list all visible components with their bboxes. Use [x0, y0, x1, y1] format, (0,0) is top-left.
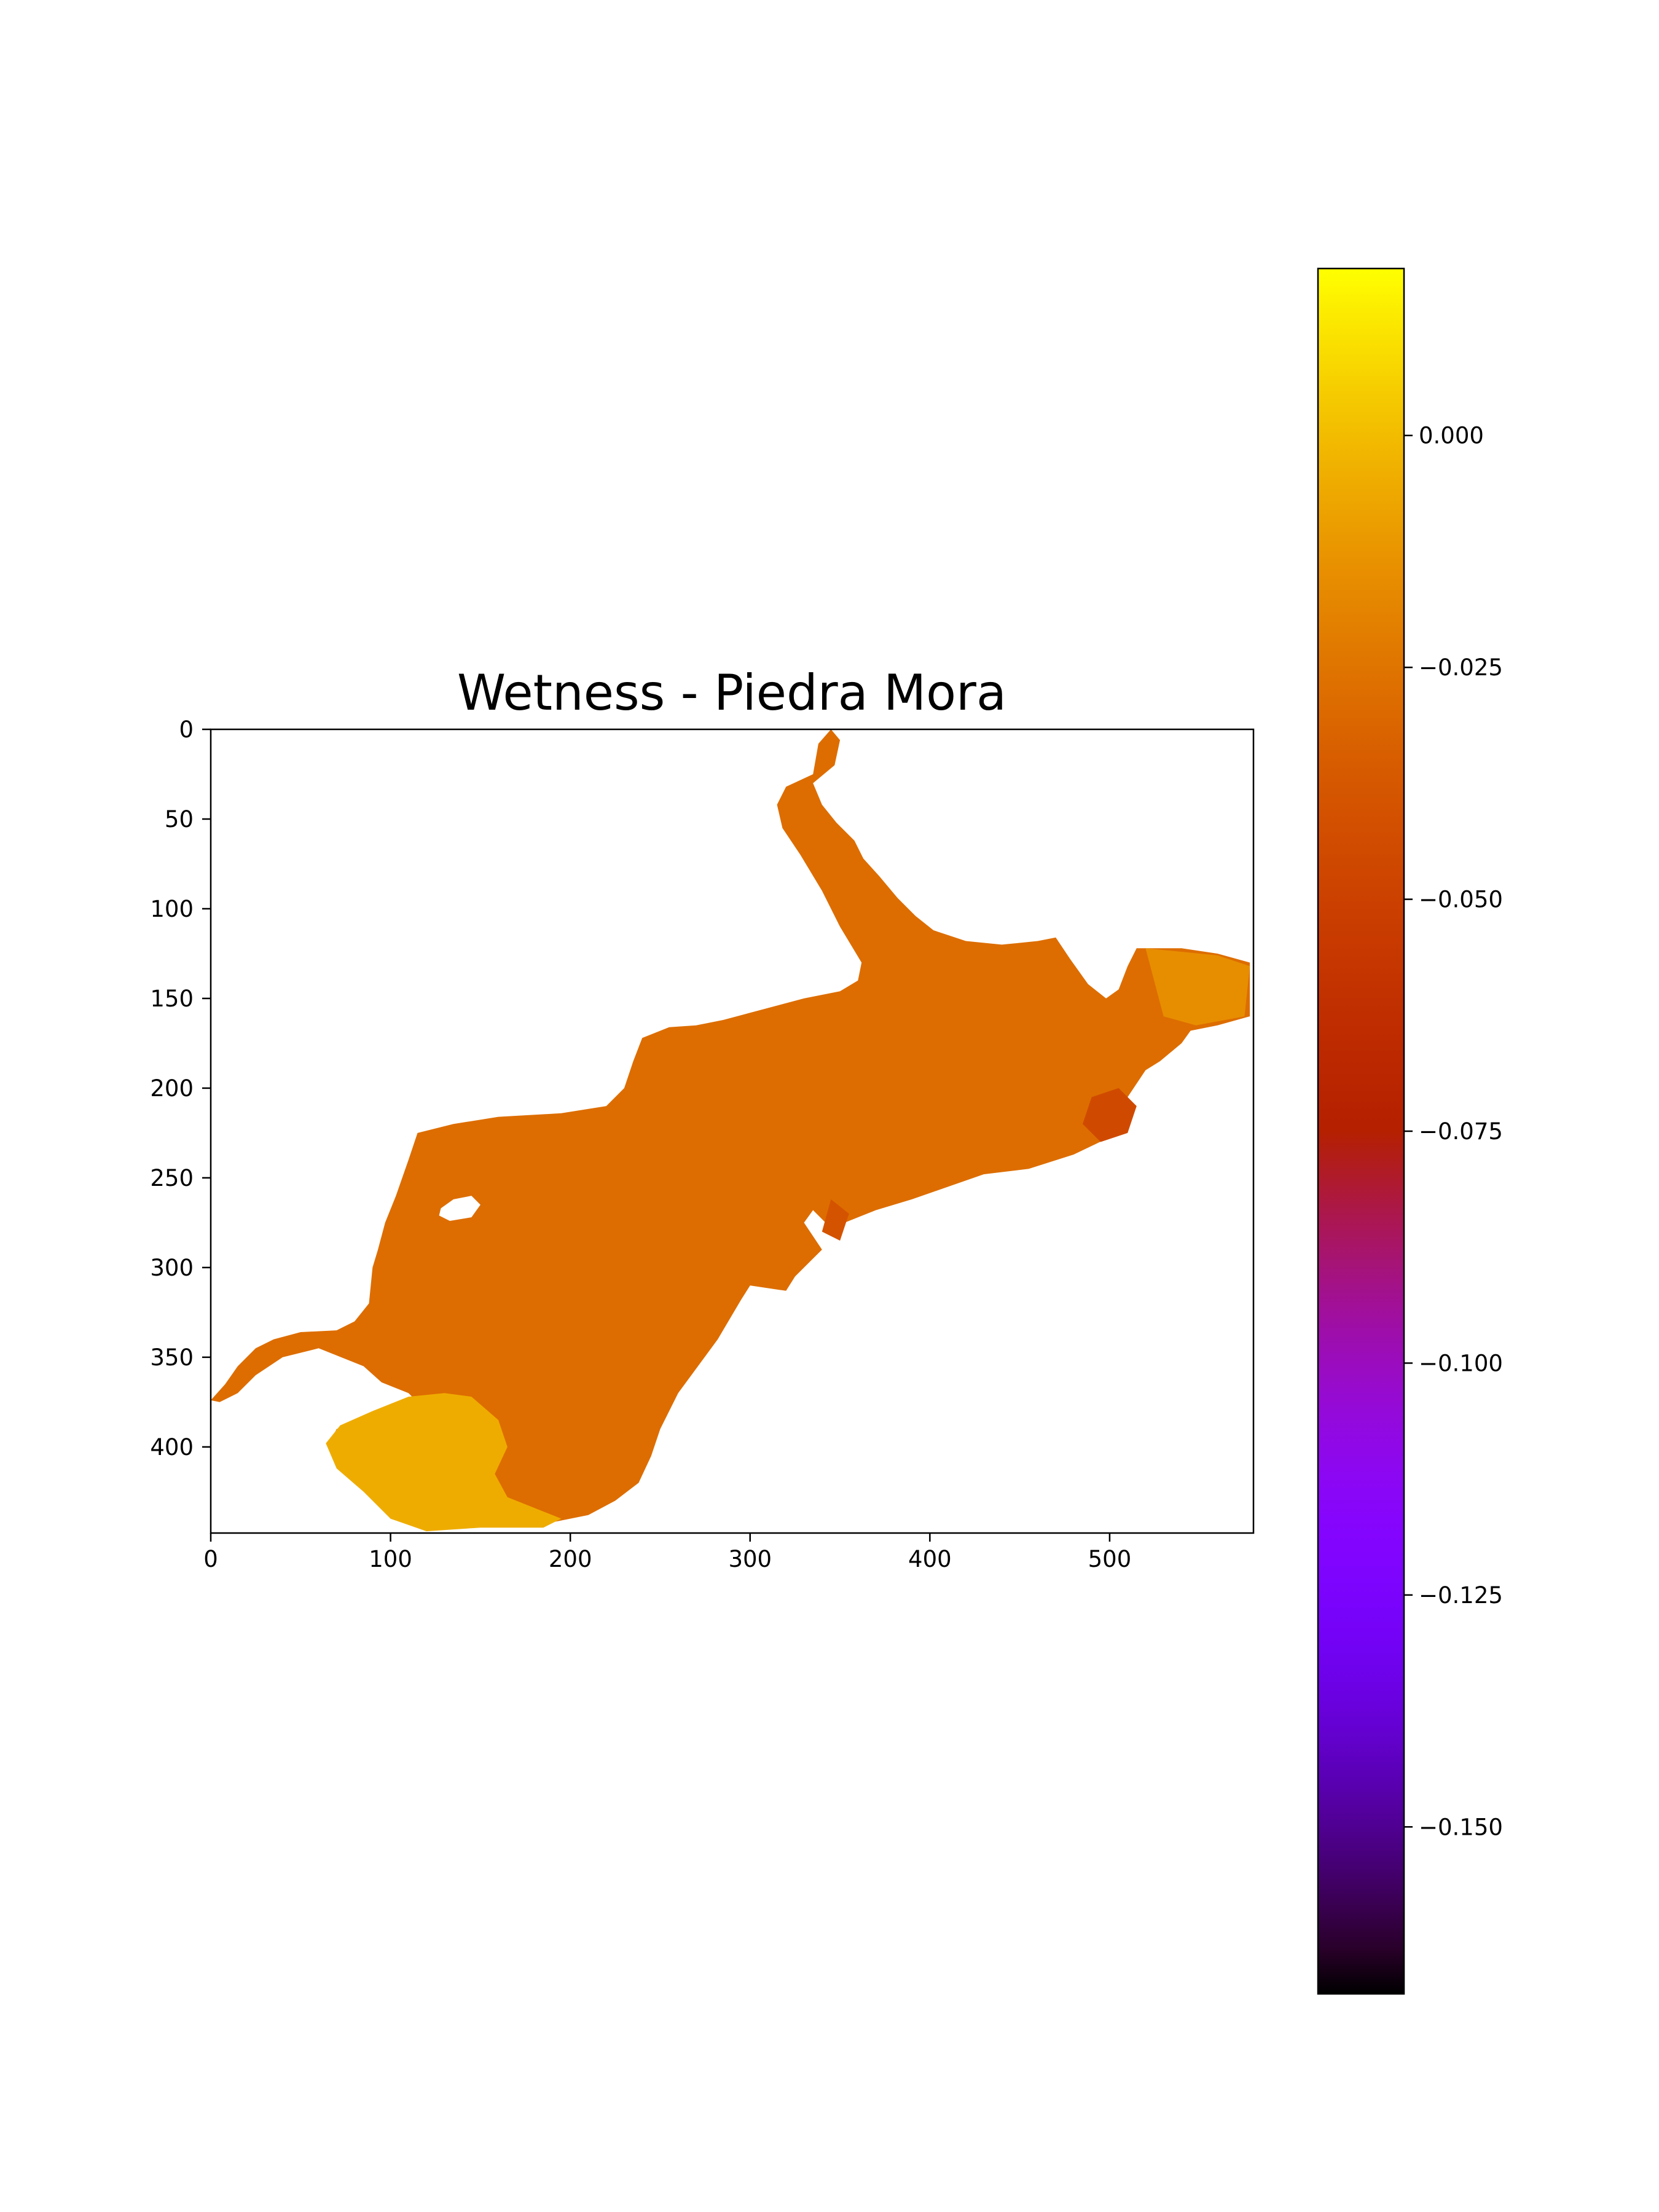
- region-island-hole: [439, 1196, 480, 1221]
- colorbar-gradient-bar: [1318, 269, 1404, 1994]
- region-dark-inlet-south: [822, 1199, 849, 1241]
- x-tick-label: 0: [203, 1546, 218, 1572]
- x-tick-label: 300: [728, 1546, 772, 1572]
- y-tick-label: 400: [150, 1434, 194, 1461]
- y-tick-label: 300: [150, 1255, 194, 1281]
- region-east-arm-light: [1145, 948, 1250, 1026]
- x-tick-label: 200: [549, 1546, 592, 1572]
- chart-title: Wetness - Piedra Mora: [457, 664, 1006, 721]
- colorbar-tick-label: −0.075: [1419, 1118, 1503, 1145]
- colorbar-tick-label: −0.025: [1419, 654, 1503, 681]
- x-tick-label: 400: [908, 1546, 952, 1572]
- region-southern-cove: [326, 1393, 562, 1532]
- colorbar-tick-label: −0.150: [1419, 1814, 1503, 1840]
- colorbar-tick-label: 0.000: [1419, 423, 1484, 449]
- colorbar-tick-label: −0.125: [1419, 1582, 1503, 1609]
- x-tick-label: 500: [1088, 1546, 1132, 1572]
- region-dark-bay-east: [1083, 1088, 1137, 1142]
- y-tick-label: 100: [150, 896, 194, 922]
- colorbar: 0.000 −0.025 −0.050 −0.075 −0.100 −0.125 −0.15…: [1317, 267, 1503, 1995]
- plot-frame: [210, 728, 1255, 1534]
- wetness-raster: [211, 729, 1250, 1532]
- region-lake-main-body: [211, 729, 1250, 1528]
- plot-area: 0 100 200 300 400 500 0 50 100 150 200 250 300 350 40…: [150, 716, 1255, 1572]
- colorbar-tick-label: −0.050: [1419, 887, 1503, 913]
- y-tick-label: 0: [179, 716, 194, 743]
- colorbar-tick-label: −0.100: [1419, 1350, 1503, 1376]
- y-tick-label: 350: [150, 1344, 194, 1371]
- colorbar-ticks: 0.000 −0.025 −0.050 −0.075 −0.100 −0.125 −0.15…: [1404, 423, 1503, 1840]
- y-tick-label: 200: [150, 1075, 194, 1102]
- y-tick-label: 150: [150, 986, 194, 1012]
- y-tick-label: 250: [150, 1165, 194, 1191]
- x-tick-label: 100: [369, 1546, 412, 1572]
- y-tick-label: 50: [165, 806, 194, 833]
- y-axis: 0 50 100 150 200 250 300 350 400: [150, 716, 211, 1461]
- x-axis: 0 100 200 300 400 500: [203, 1533, 1131, 1572]
